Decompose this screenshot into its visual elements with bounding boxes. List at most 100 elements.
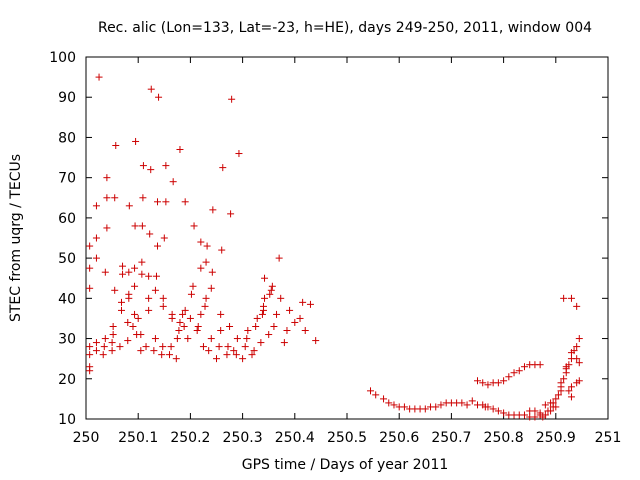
data-point <box>181 198 189 206</box>
data-point <box>207 335 215 343</box>
data-point <box>152 272 160 280</box>
data-point <box>176 146 184 154</box>
data-point <box>189 282 197 290</box>
x-tick-label: 250.3 <box>223 430 263 446</box>
y-axis-ticks: 10 20 30 40 50 60 70 80 90 100 <box>49 50 608 428</box>
data-point <box>239 355 247 363</box>
data-point <box>92 347 100 355</box>
data-point <box>146 230 154 238</box>
data-point <box>296 314 304 322</box>
data-point <box>468 397 476 405</box>
data-point <box>567 383 575 391</box>
data-point <box>520 411 528 419</box>
x-tick-label: 250.5 <box>327 430 367 446</box>
x-tick-label: 250.6 <box>379 430 419 446</box>
data-point <box>159 343 167 351</box>
data-point <box>253 314 261 322</box>
data-point <box>570 347 578 355</box>
data-point <box>291 318 299 326</box>
data-point <box>218 246 226 254</box>
data-point <box>137 331 145 339</box>
data-point <box>151 335 159 343</box>
data-point <box>484 381 492 389</box>
data-point <box>151 286 159 294</box>
data-point <box>86 363 94 371</box>
data-point <box>541 401 549 409</box>
data-point <box>203 242 211 250</box>
data-point <box>167 343 175 351</box>
data-point <box>515 367 523 375</box>
data-point <box>306 300 314 308</box>
data-point <box>125 202 133 210</box>
data-point <box>155 93 163 101</box>
data-point <box>261 274 269 282</box>
data-point <box>235 150 243 158</box>
y-tick-label: 40 <box>58 291 76 307</box>
data-point <box>92 339 100 347</box>
data-point <box>573 355 581 363</box>
data-point <box>186 314 194 322</box>
data-point <box>257 339 265 347</box>
data-point <box>201 302 209 310</box>
data-point <box>458 399 466 407</box>
x-tick-label: 250.1 <box>118 430 158 446</box>
data-point <box>217 327 225 335</box>
data-point <box>479 379 487 387</box>
x-tick-label: 250.8 <box>484 430 524 446</box>
data-point <box>147 85 155 93</box>
data-point <box>258 310 266 318</box>
x-tick-label: 251 <box>595 430 622 446</box>
data-point <box>421 405 429 413</box>
data-point <box>233 335 241 343</box>
x-tick-label: 250 <box>73 430 100 446</box>
data-point <box>552 403 560 411</box>
data-point <box>266 290 274 298</box>
data-point <box>131 282 139 290</box>
data-point <box>575 335 583 343</box>
data-point <box>197 238 205 246</box>
data-point <box>92 234 100 242</box>
data-point <box>109 331 117 339</box>
data-point <box>92 202 100 210</box>
y-tick-label: 70 <box>58 171 76 187</box>
data-point <box>92 254 100 262</box>
data-point <box>172 355 180 363</box>
data-point <box>124 318 132 326</box>
data-point <box>125 268 133 276</box>
data-point <box>224 343 232 351</box>
data-point <box>101 335 109 343</box>
data-point <box>227 210 235 218</box>
data-point <box>138 270 146 278</box>
data-point <box>125 290 133 298</box>
y-axis-label: STEC from uqrg / TECUs <box>8 154 24 322</box>
data-point <box>131 310 139 318</box>
data-point <box>500 409 508 417</box>
data-point <box>138 258 146 266</box>
data-point <box>117 298 125 306</box>
data-point <box>173 335 181 343</box>
data-point <box>117 306 125 314</box>
data-point <box>299 298 307 306</box>
data-point <box>166 351 174 359</box>
data-point <box>199 343 207 351</box>
data-point <box>573 379 581 387</box>
data-point <box>536 361 544 369</box>
data-point <box>194 322 202 330</box>
data-point <box>162 198 170 206</box>
data-point <box>193 327 201 335</box>
data-point <box>267 286 275 294</box>
y-tick-label: 20 <box>58 372 76 388</box>
data-point <box>505 373 513 381</box>
data-point <box>390 401 398 409</box>
data-point <box>500 377 508 385</box>
data-point <box>223 351 231 359</box>
data-point <box>510 369 518 377</box>
data-point <box>273 310 281 318</box>
data-point <box>541 411 549 419</box>
data-point <box>243 335 251 343</box>
data-point <box>536 409 544 417</box>
data-point <box>147 166 155 174</box>
data-point <box>560 294 568 302</box>
data-point <box>129 322 137 330</box>
